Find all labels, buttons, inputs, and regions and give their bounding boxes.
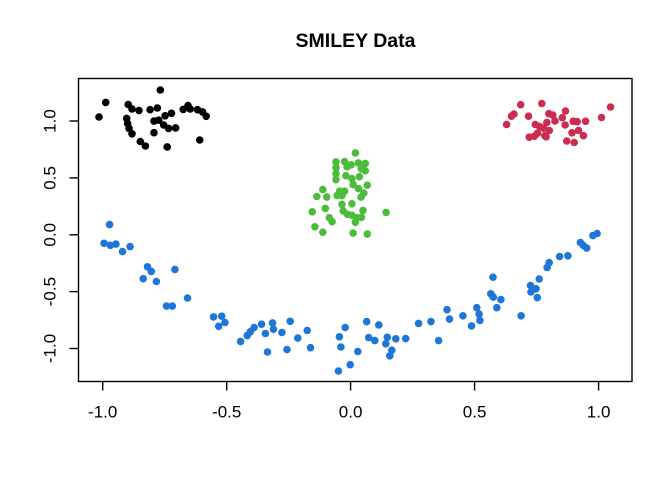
svg-text:SMILEY Data: SMILEY Data — [296, 30, 416, 52]
svg-text:-1.0: -1.0 — [88, 403, 117, 422]
svg-text:-0.5: -0.5 — [41, 277, 60, 306]
svg-text:-0.5: -0.5 — [212, 403, 241, 422]
svg-text:0.0: 0.0 — [41, 223, 60, 247]
svg-text:-1.0: -1.0 — [41, 334, 60, 363]
svg-text:0.5: 0.5 — [463, 403, 487, 422]
svg-text:0.0: 0.0 — [339, 403, 363, 422]
svg-text:0.5: 0.5 — [41, 166, 60, 190]
svg-text:1.0: 1.0 — [41, 109, 60, 133]
svg-text:1.0: 1.0 — [587, 403, 611, 422]
